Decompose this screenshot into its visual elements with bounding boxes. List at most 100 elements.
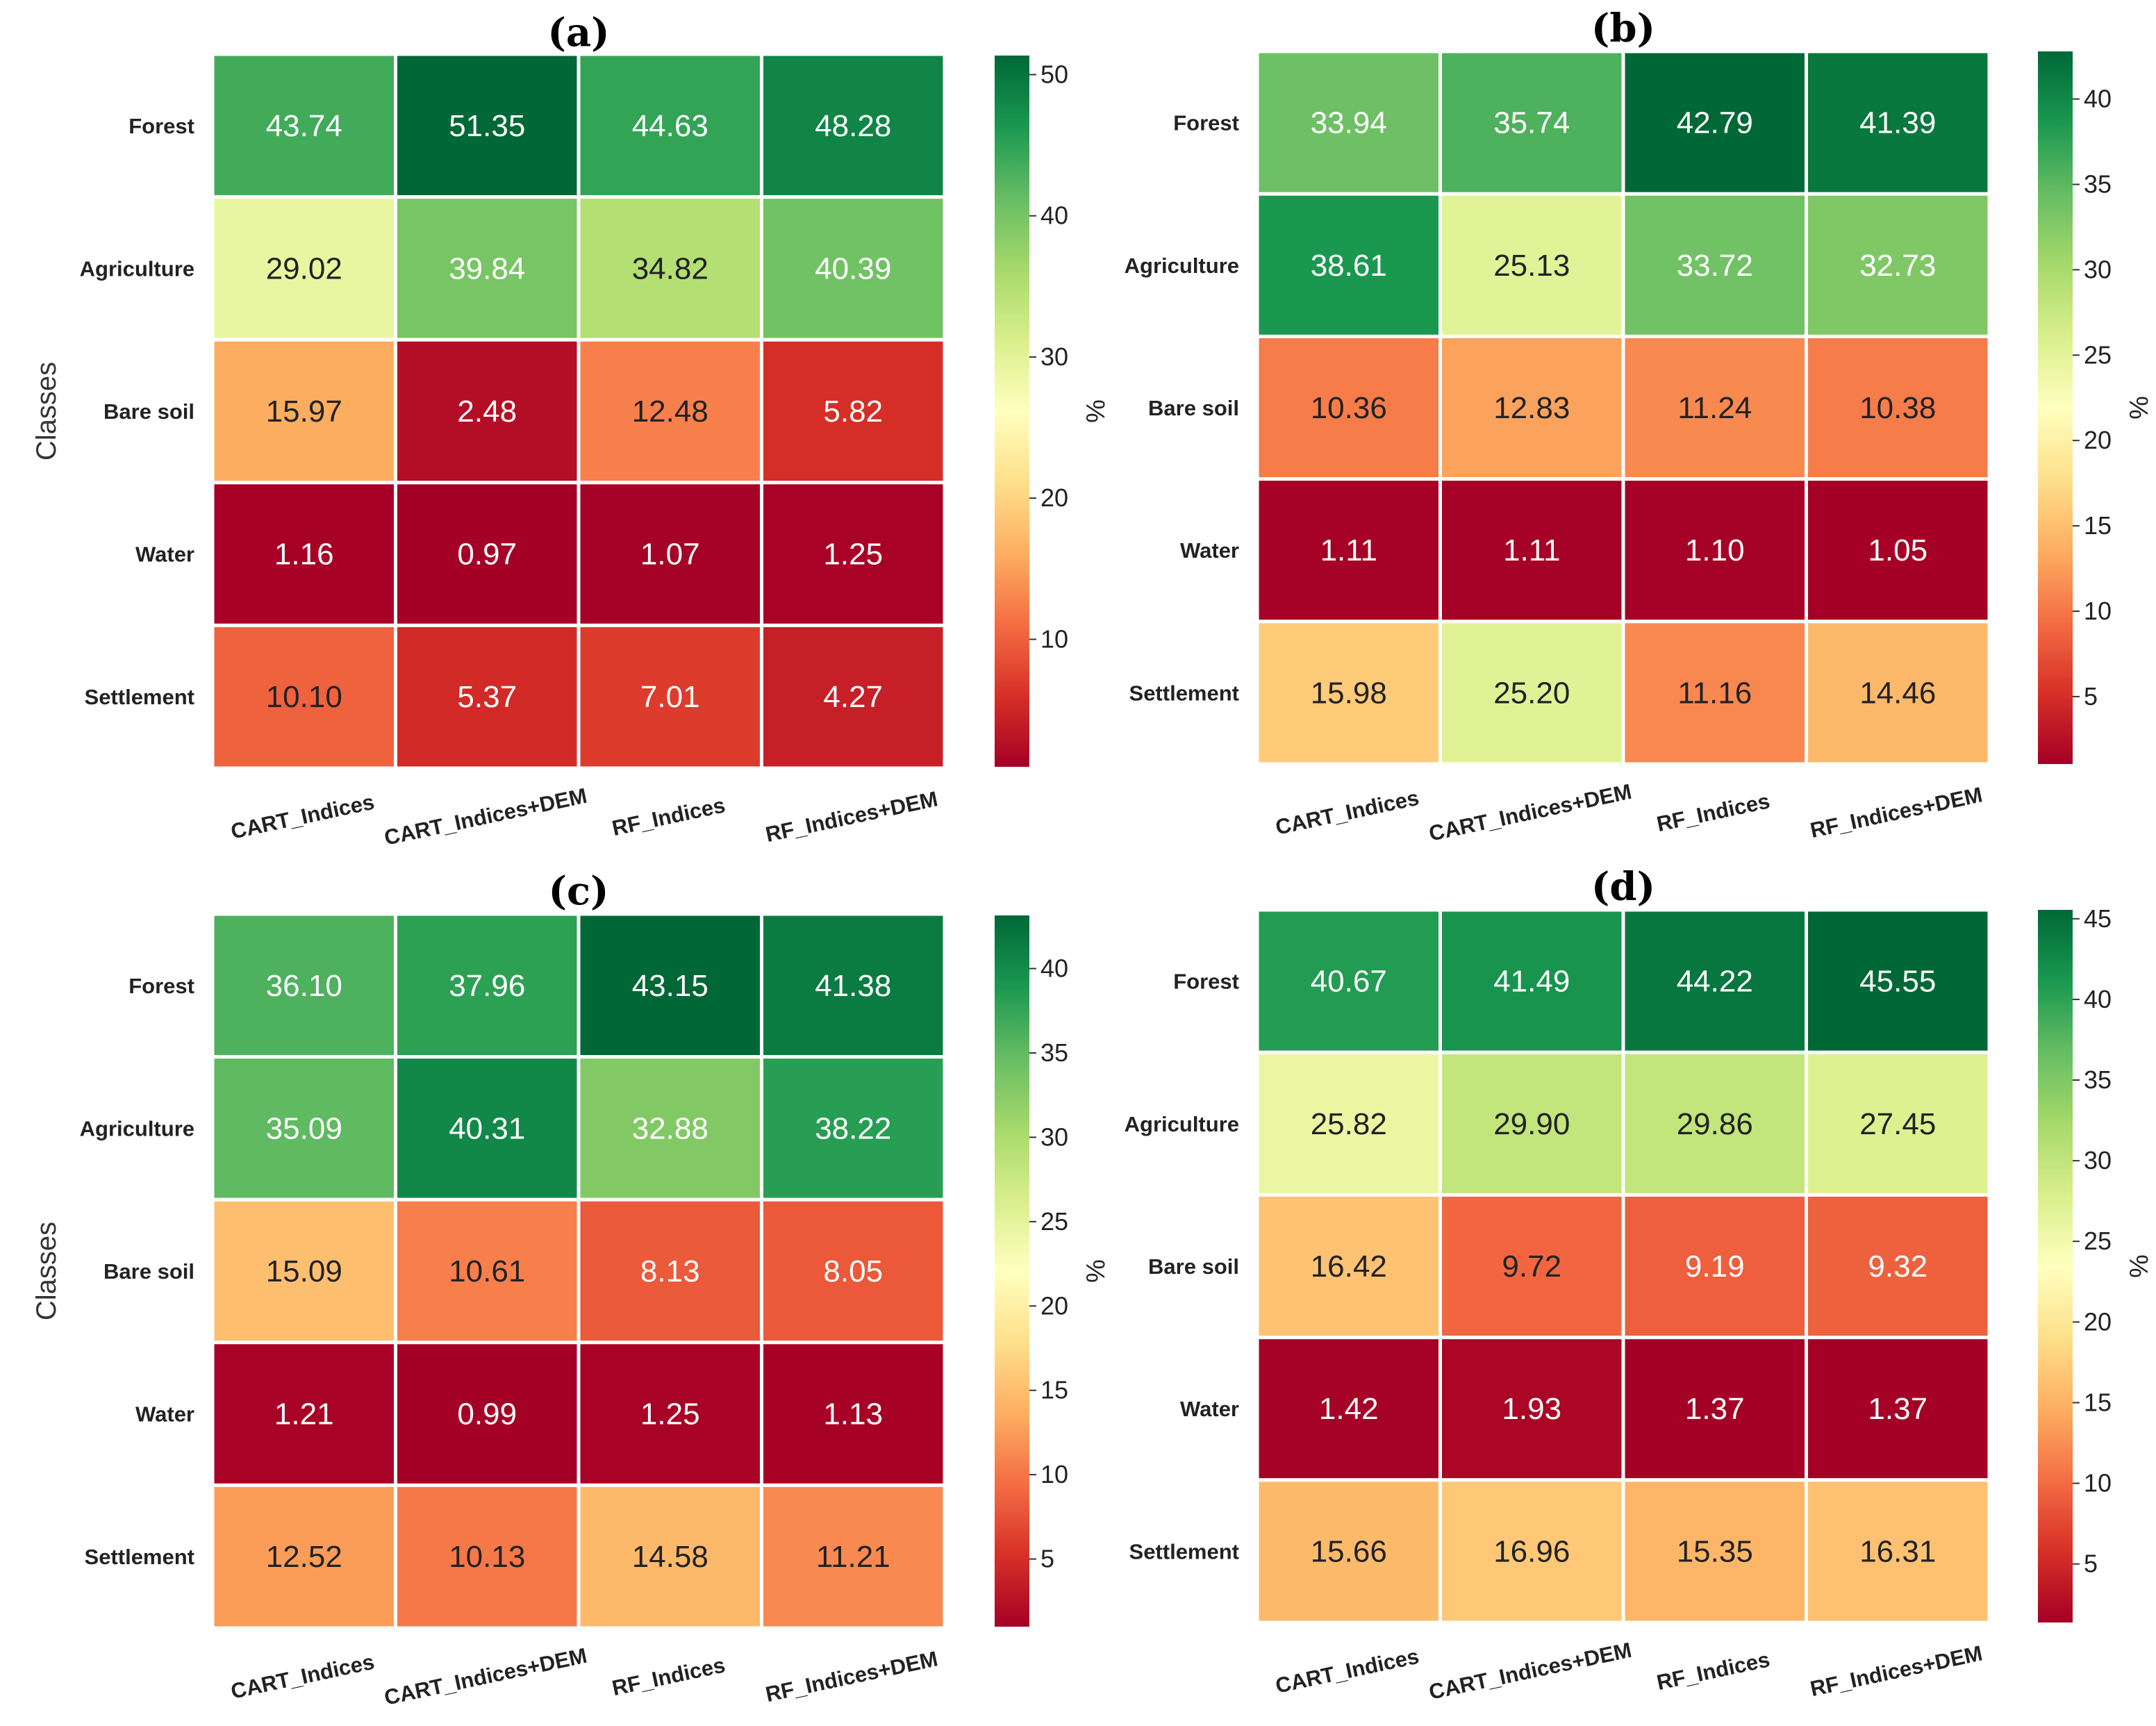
column-tick-label: CART_Indices	[229, 1650, 376, 1704]
cell-value-label: 15.98	[1311, 676, 1387, 710]
heatmap-cell	[760, 338, 947, 485]
heatmap-cell	[210, 1341, 397, 1487]
heatmap-cell	[1621, 908, 1808, 1054]
cell-value-label: 1.21	[274, 1397, 334, 1432]
column-tick-label: CART_Indices+DEM	[382, 783, 589, 850]
colorbar-tick-label: 15	[2084, 1388, 2112, 1416]
heatmap-cell	[394, 912, 581, 1059]
heatmap-cell	[394, 1055, 581, 1202]
cell-value-label: 1.13	[823, 1397, 883, 1432]
heatmap-cell	[577, 1197, 763, 1345]
column-tick-label: CART_Indices+DEM	[1427, 1638, 1634, 1704]
heatmap-cell	[1621, 1478, 1808, 1625]
panel-title: (b)	[1591, 6, 1655, 51]
colorbar-tick-label: 5	[2084, 1550, 2098, 1578]
heatmap-cell	[1621, 1193, 1808, 1340]
colorbar-tick-label: 50	[1040, 60, 1068, 88]
heatmap-cell	[1805, 1478, 1991, 1625]
heatmap-panel-3: (c) Classes 36.10 37.96 43.15 41.38 35.09 40.31…	[31, 868, 1111, 1710]
heatmap-cell	[760, 1341, 947, 1487]
cell-value-label: 43.15	[632, 969, 708, 1003]
cell-value-label: 1.10	[1685, 533, 1745, 567]
heatmap-cell	[577, 1483, 763, 1630]
cell-value-label: 44.22	[1677, 965, 1753, 999]
row-tick-label: Water	[1180, 538, 1239, 563]
colorbar-tick-label: 5	[1040, 1545, 1054, 1573]
cell-value-label: 40.39	[815, 251, 891, 285]
colorbar-tick-label: 35	[1040, 1038, 1068, 1067]
cell-value-label: 1.11	[1503, 533, 1560, 567]
cell-value-label: 40.31	[449, 1111, 525, 1145]
heatmap-cell	[760, 623, 947, 770]
heatmap-cell	[210, 52, 397, 199]
cell-value-label: 1.25	[823, 538, 883, 572]
row-tick-label: Forest	[1173, 970, 1239, 994]
row-tick-label: Agriculture	[80, 1116, 194, 1140]
cell-value-label: 37.96	[449, 969, 525, 1003]
heatmap-cell	[760, 195, 947, 342]
heatmap-cell	[1438, 1336, 1625, 1482]
row-tick-label: Forest	[1173, 111, 1239, 135]
cell-value-label: 1.05	[1868, 533, 1927, 567]
heatmap-cell	[760, 1055, 947, 1202]
cell-value-label: 8.13	[640, 1254, 700, 1288]
cell-value-label: 40.67	[1311, 965, 1387, 999]
column-tick-label: RF_Indices+DEM	[1808, 782, 1984, 843]
cell-value-label: 51.35	[449, 109, 525, 143]
y-axis-label: Classes	[31, 362, 62, 460]
cell-value-label: 48.28	[815, 109, 891, 143]
cell-value-label: 16.96	[1493, 1534, 1570, 1568]
cell-value-label: 32.73	[1859, 249, 1936, 283]
heatmap-cell	[1255, 908, 1442, 1054]
colorbar-tick-label: 10	[2084, 1469, 2112, 1497]
row-tick-label: Water	[135, 542, 194, 567]
heatmap-cell	[1438, 1478, 1625, 1625]
row-tick-label: Agriculture	[1125, 254, 1239, 278]
heatmap-cell	[760, 1197, 947, 1345]
heatmap-cell	[760, 1483, 947, 1630]
cell-value-label: 11.16	[1677, 676, 1752, 710]
cell-value-label: 2.48	[457, 395, 517, 429]
colorbar-tick-label: 40	[1040, 201, 1068, 230]
heatmap-cell	[394, 52, 581, 199]
heatmap-cell	[577, 912, 763, 1059]
cell-value-label: 12.48	[632, 395, 708, 429]
panel-title: (d)	[1591, 864, 1655, 910]
heatmap-cell	[394, 481, 581, 627]
heatmap-cell	[394, 623, 581, 770]
cell-value-label: 0.99	[457, 1397, 517, 1432]
colorbar	[2038, 910, 2073, 1623]
cell-value-label: 9.19	[1685, 1250, 1745, 1284]
panel-title: (a)	[547, 10, 609, 56]
row-tick-label: Bare soil	[1148, 396, 1239, 420]
heatmap-panel-1: (a) Classes 43.74 51.35 44.63 48.28 29.02 39.84…	[31, 10, 1111, 850]
cell-value-label: 15.97	[266, 395, 342, 429]
cell-value-label: 11.24	[1677, 391, 1752, 425]
heatmap-cell	[394, 1483, 581, 1630]
row-tick-label: Water	[135, 1402, 194, 1427]
cell-value-label: 41.39	[1859, 106, 1936, 140]
cell-value-label: 10.61	[449, 1254, 525, 1288]
cell-value-label: 14.46	[1859, 676, 1936, 710]
cell-value-label: 33.72	[1677, 249, 1753, 283]
heatmap-cell	[1805, 1193, 1991, 1340]
cell-value-label: 10.13	[449, 1540, 525, 1574]
colorbar-tick-label: 25	[1040, 1207, 1068, 1236]
colorbar-tick-label: 30	[1040, 342, 1068, 371]
colorbar-tick-label: 30	[2084, 1146, 2112, 1175]
cell-value-label: 29.90	[1493, 1107, 1570, 1141]
cell-value-label: 45.55	[1859, 965, 1936, 999]
heatmap-cell	[1805, 908, 1991, 1054]
cell-value-label: 10.36	[1311, 391, 1387, 425]
cell-value-label: 25.20	[1493, 676, 1570, 710]
heatmap-cell	[1255, 334, 1442, 481]
row-tick-label: Water	[1180, 1397, 1239, 1421]
colorbar-tick-label: 35	[2084, 169, 2112, 198]
cell-value-label: 27.45	[1859, 1107, 1936, 1141]
cell-value-label: 34.82	[632, 251, 708, 285]
colorbar-label: %	[2125, 1254, 2154, 1278]
colorbar-tick-label: 15	[1040, 1376, 1068, 1404]
cell-value-label: 15.09	[266, 1254, 342, 1288]
column-tick-label: CART_Indices	[1273, 1644, 1421, 1698]
cell-value-label: 10.38	[1859, 391, 1936, 425]
